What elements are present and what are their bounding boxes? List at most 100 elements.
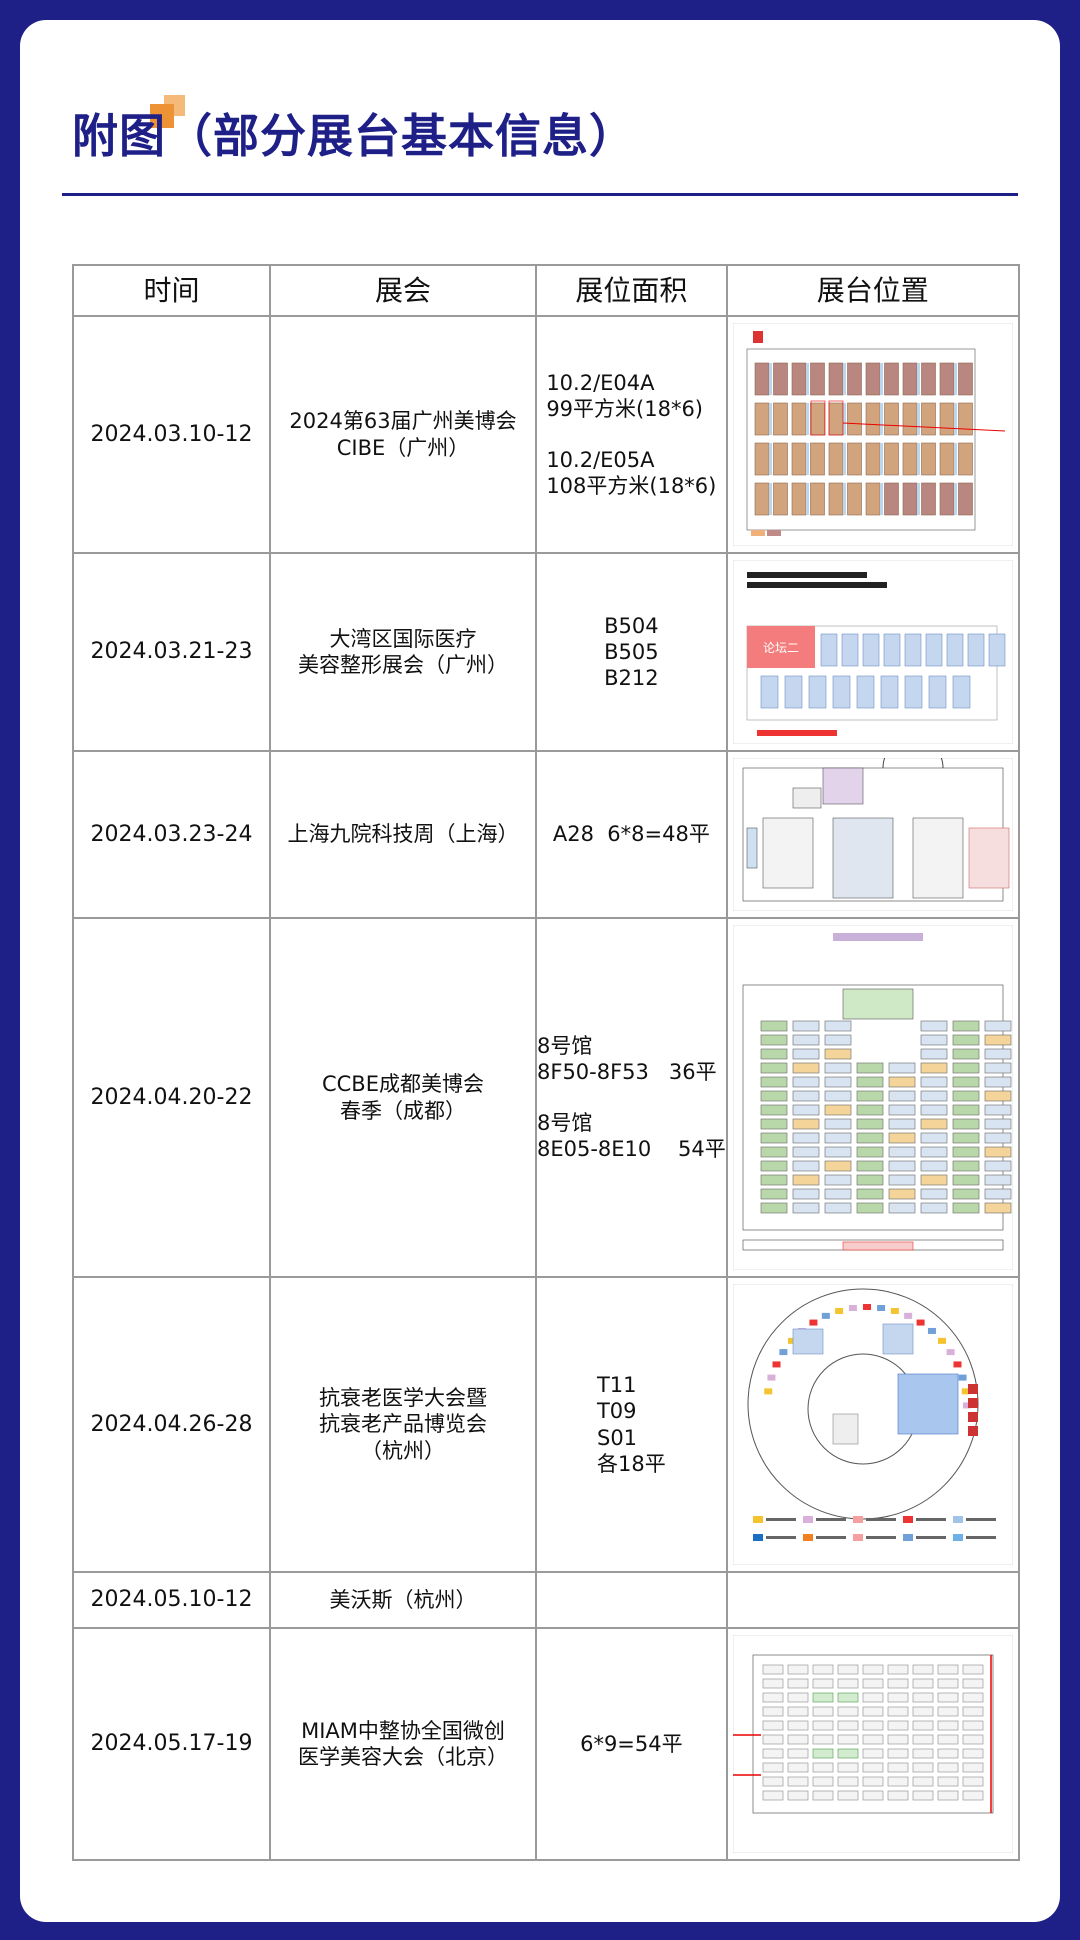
booth-block xyxy=(952,1534,963,1541)
booth-block xyxy=(842,403,846,435)
booth-block xyxy=(805,483,809,515)
legend-text-bar xyxy=(815,1518,846,1521)
booth-block xyxy=(809,402,825,436)
booth-block xyxy=(912,1692,934,1703)
booth-block xyxy=(862,1692,884,1703)
booth-line: 8号馆 xyxy=(537,1034,593,1058)
cell-expo: 上海九院科技周（上海） xyxy=(269,750,537,919)
booth-block xyxy=(762,1664,784,1675)
booth-block xyxy=(791,482,807,516)
booth-block xyxy=(937,1748,959,1759)
booth-block xyxy=(862,1678,884,1689)
booth-block xyxy=(792,1062,820,1074)
booth-block xyxy=(939,402,955,436)
highlight-booth xyxy=(810,400,826,436)
booth-block xyxy=(912,1664,934,1675)
booth-block xyxy=(824,1048,852,1060)
hall-outline xyxy=(752,1654,994,1814)
forum-area xyxy=(746,626,815,668)
booth-block xyxy=(952,1118,980,1130)
booth-block xyxy=(920,1062,948,1074)
booth-block xyxy=(888,1076,916,1088)
booth-block xyxy=(967,1384,978,1394)
booth-block xyxy=(812,1790,834,1801)
booth-block xyxy=(962,1776,984,1787)
booth-block xyxy=(888,1202,916,1214)
booth-block xyxy=(805,363,809,395)
booth-block xyxy=(846,402,862,436)
booth-block xyxy=(809,1319,818,1326)
booth-block xyxy=(824,1076,852,1088)
booth-block xyxy=(920,1034,948,1046)
booth-block xyxy=(962,1678,984,1689)
booth-block xyxy=(779,1349,788,1356)
booth-block xyxy=(766,530,781,536)
booth-block xyxy=(792,1328,824,1355)
title-text-bar xyxy=(746,582,887,588)
cell-expo: 大湾区国际医疗 美容整形展会（广州） xyxy=(269,552,537,752)
booth-block xyxy=(904,633,922,667)
booth-block xyxy=(824,1188,852,1200)
booth-block xyxy=(821,1312,830,1319)
booth-block xyxy=(952,1090,980,1102)
booth-block xyxy=(984,1020,1012,1032)
booth-block xyxy=(952,1020,980,1032)
booth-block xyxy=(856,1076,884,1088)
booth-block xyxy=(888,1104,916,1116)
booth-block xyxy=(837,1776,859,1787)
header-booth-area: 展位面积 xyxy=(535,264,728,317)
booth-block xyxy=(824,1160,852,1172)
booth-block xyxy=(879,403,883,435)
booth-block xyxy=(856,1104,884,1116)
booth-block xyxy=(842,363,846,395)
booth-block xyxy=(967,1412,978,1422)
booth-block xyxy=(856,1062,884,1074)
booth-line: T11 xyxy=(596,1373,637,1397)
cell-date: 2024.04.20-22 xyxy=(72,917,271,1278)
cell-booth-location xyxy=(725,1627,1020,1861)
booth-block xyxy=(937,1790,959,1801)
booth-block xyxy=(792,1146,820,1158)
booth-block xyxy=(984,1104,1012,1116)
booth-block xyxy=(920,1020,948,1032)
booth-block xyxy=(772,442,788,476)
table-header-row: 时间 展会 展位面积 展台位置 xyxy=(72,264,1020,317)
booth-block xyxy=(762,1734,784,1745)
booth-block xyxy=(937,1706,959,1717)
cell-booth-area: 8号馆 8F50-8F53 36平 8号馆 8E05-8E10 54平 xyxy=(535,917,728,1278)
booth-block xyxy=(812,1776,834,1787)
booth-block xyxy=(883,362,899,396)
booth-info: B504 B505 B212 xyxy=(604,613,659,692)
booth-block xyxy=(772,1361,781,1368)
booth-block xyxy=(792,1202,820,1214)
booth-block xyxy=(802,1534,813,1541)
booth-block xyxy=(984,1188,1012,1200)
booth-block xyxy=(920,402,936,436)
booth-block xyxy=(937,1692,959,1703)
booth-block xyxy=(862,633,880,667)
booth-block xyxy=(920,1048,948,1060)
booth-block xyxy=(760,1188,788,1200)
booth-block xyxy=(812,1706,834,1717)
booth-block xyxy=(953,363,957,395)
booth-block xyxy=(787,1762,809,1773)
booth-block xyxy=(762,1762,784,1773)
legend-text-bar xyxy=(765,1518,796,1521)
booth-block xyxy=(746,827,758,869)
header-expo: 展会 xyxy=(269,264,537,317)
booth-block xyxy=(812,1748,834,1759)
booth-block xyxy=(962,1762,984,1773)
booth-block xyxy=(762,1790,784,1801)
table-row: 2024.04.26-28 抗衰老医学大会暨 抗衰老产品博览会 （杭州） T11 T09 S… xyxy=(72,1276,1020,1573)
booth-block xyxy=(787,1678,809,1689)
booth-info: 8号馆 8F50-8F53 36平 8号馆 8E05-8E10 54平 xyxy=(537,1033,726,1162)
booth-block xyxy=(902,362,918,396)
cell-booth-area: T11 T09 S01 各18平 xyxy=(535,1276,728,1573)
expo-name-line: 医学美容大会（北京） xyxy=(298,1745,508,1769)
cell-booth-location xyxy=(725,315,1020,554)
booth-block xyxy=(750,530,765,536)
booth-block xyxy=(953,443,957,475)
booth-line: 8F50-8F53 36平 xyxy=(537,1060,717,1085)
cell-date: 2024.03.23-24 xyxy=(72,750,271,919)
hall-label xyxy=(842,1241,914,1251)
